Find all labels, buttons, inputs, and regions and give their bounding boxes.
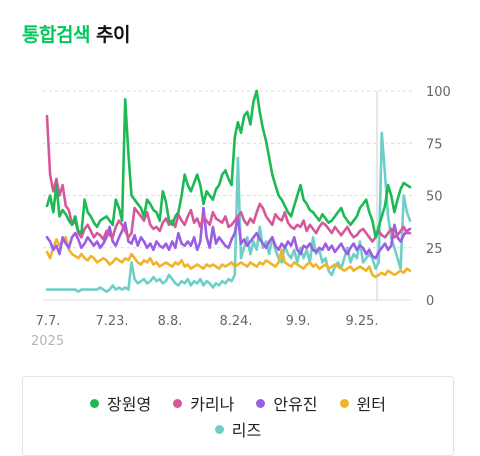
legend-item: 안유진 [256, 391, 318, 415]
x-tick-label: 9.25. [345, 314, 378, 329]
legend: 장원영 카리나 안유진 윈터 리즈 [22, 376, 454, 456]
y-tick-label: 50 [426, 190, 443, 205]
legend-item: 윈터 [339, 391, 386, 415]
legend-label: 윈터 [356, 395, 386, 414]
legend-row: 장원영 카리나 안유진 윈터 [23, 391, 453, 415]
legend-dot-icon [214, 424, 224, 434]
legend-label: 장원영 [107, 395, 152, 414]
legend-dot-icon [173, 398, 183, 408]
series-line-2 [45, 114, 412, 243]
series-line-3 [45, 206, 412, 260]
title-accent: 통합검색 [22, 24, 90, 46]
x-tick-label: 9.9. [286, 314, 311, 329]
x-tick-label: 7.23. [95, 314, 128, 329]
legend-dot-icon [339, 398, 349, 408]
y-tick-label: 25 [426, 242, 443, 257]
legend-dot-icon [90, 398, 100, 408]
x-tick-label: 7.7. [36, 314, 61, 329]
series-line-4 [45, 236, 412, 279]
title-rest: 추이 [96, 24, 131, 46]
chart-title: 통합검색 추이 [22, 20, 131, 47]
series-line-5 [45, 131, 412, 293]
line-chart: 0 25 50 75 100 7.7. 7.23. 8.8. 8.24. 9.9. 9.25. [36, 85, 451, 329]
x-tick-label: 8.24. [219, 314, 252, 329]
legend-item: 리즈 [214, 417, 262, 441]
legend-row: 리즈 [23, 417, 453, 441]
legend-item: 장원영 [90, 391, 151, 415]
y-tick-label: 75 [426, 137, 443, 152]
legend-label: 안유진 [273, 395, 318, 414]
legend-label: 리즈 [231, 421, 262, 440]
legend-label: 카리나 [190, 395, 235, 414]
legend-dot-icon [256, 398, 266, 408]
series-line-1 [45, 89, 412, 239]
y-tick-label: 0 [426, 294, 434, 309]
legend-item: 카리나 [173, 391, 234, 415]
x-tick-label: 8.8. [158, 314, 183, 329]
year-label: 2025 [31, 334, 65, 349]
y-tick-label: 100 [426, 85, 451, 100]
